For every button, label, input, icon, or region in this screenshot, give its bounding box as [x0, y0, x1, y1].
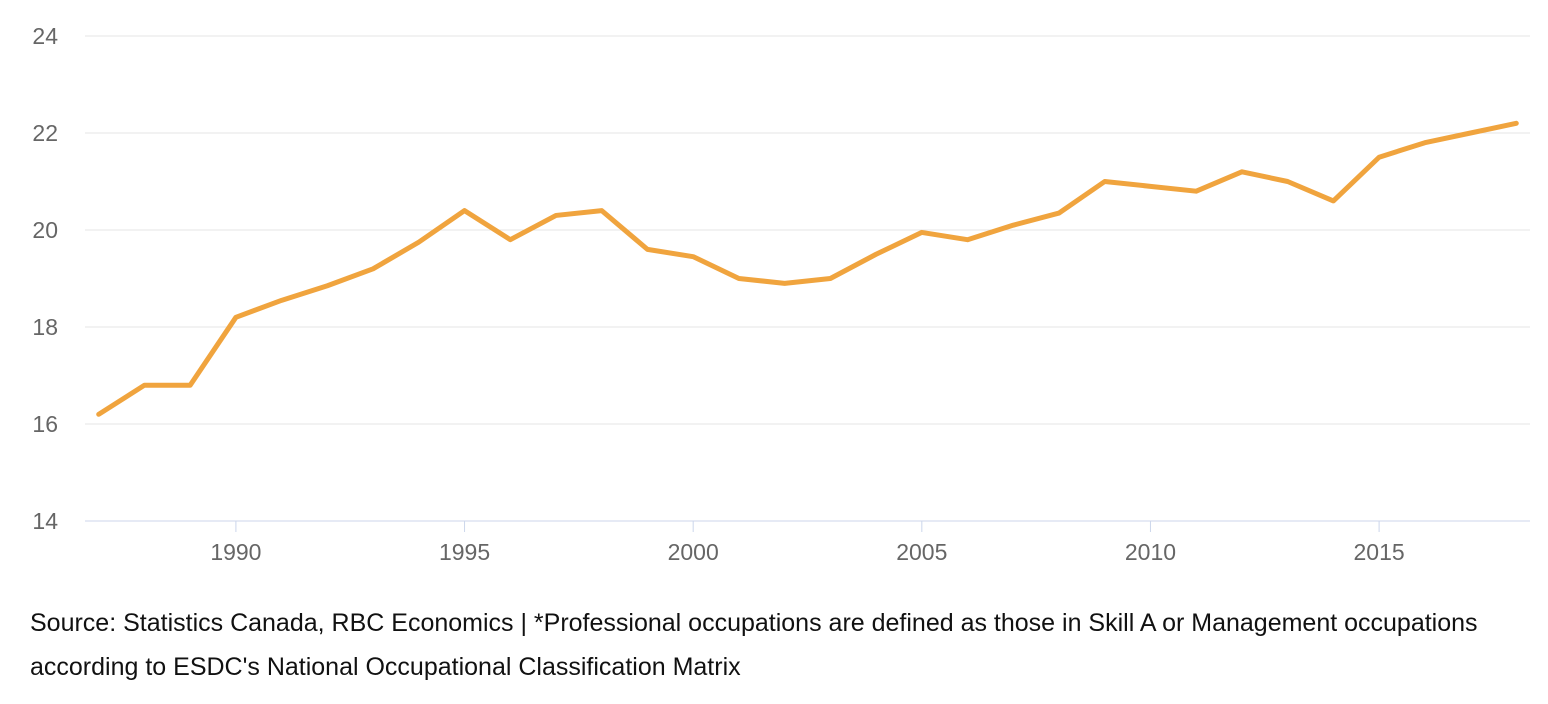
y-axis-label-16: 16: [32, 411, 58, 437]
y-axis-label-14: 14: [32, 508, 58, 534]
x-axis-label-2005: 2005: [896, 539, 947, 565]
y-axis-label-24: 24: [32, 23, 58, 49]
line-chart: 14 16 18 20 22 24 1990 1995 2000 2005 2010 2015: [32, 23, 1530, 565]
series-line: [96, 120, 1519, 417]
y-axis-label-18: 18: [32, 314, 58, 340]
x-axis-label-2015: 2015: [1354, 539, 1405, 565]
source-note: Source: Statistics Canada, RBC Economics…: [30, 609, 1478, 681]
x-axis-label-1990: 1990: [210, 539, 261, 565]
x-axis-label-2010: 2010: [1125, 539, 1176, 565]
line-chart-container: 14 16 18 20 22 24 1990 1995 2000 2005 2010 2015: [32, 23, 1530, 565]
x-axis-label-2000: 2000: [668, 539, 719, 565]
y-axis-label-22: 22: [32, 120, 58, 146]
x-axis-label-1995: 1995: [439, 539, 490, 565]
y-axis-label-20: 20: [32, 217, 58, 243]
